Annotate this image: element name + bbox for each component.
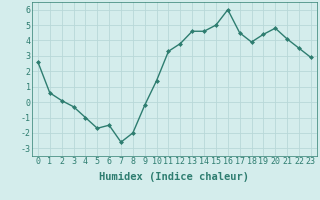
X-axis label: Humidex (Indice chaleur): Humidex (Indice chaleur) <box>100 172 249 182</box>
